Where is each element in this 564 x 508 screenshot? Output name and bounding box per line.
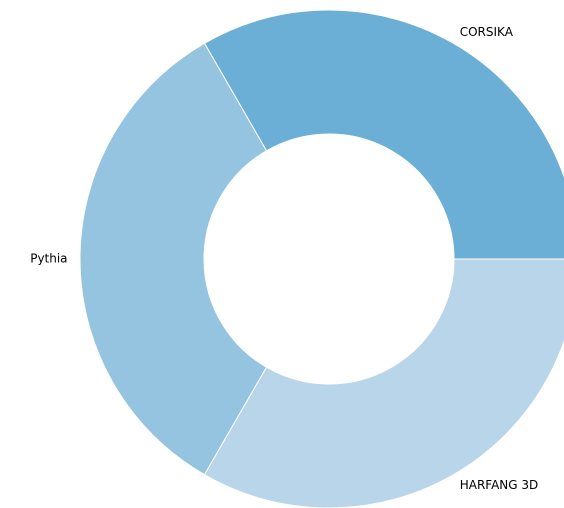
slice-label: Pythia: [30, 252, 67, 266]
slice-label: HARFANG 3D: [460, 478, 539, 492]
slice-label: CORSIKA: [460, 25, 514, 39]
donut-slice: [203, 9, 564, 260]
donut-slice: [203, 258, 564, 508]
donut-slice: [79, 42, 268, 476]
